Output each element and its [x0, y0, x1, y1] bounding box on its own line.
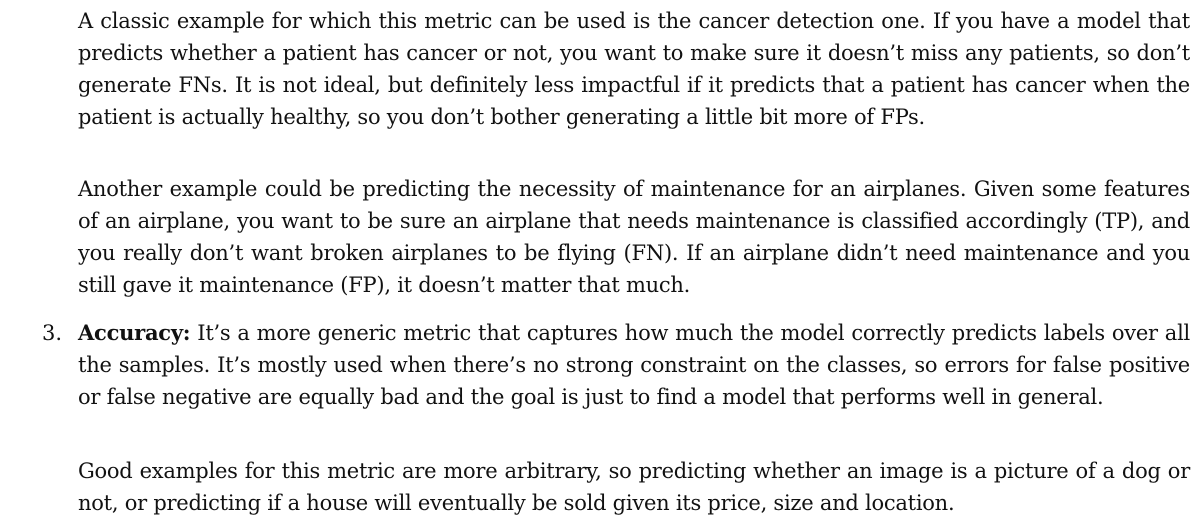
list-item-number: 3. [42, 321, 63, 345]
accuracy-examples-paragraph: Good examples for this metric are more a… [78, 459, 1190, 515]
accuracy-list-item: Accuracy: It’s a more generic metric tha… [78, 317, 1190, 413]
accuracy-description: It’s a more generic metric that captures… [78, 321, 1190, 409]
airplane-maintenance-paragraph: Another example could be predicting the … [78, 177, 1190, 297]
accuracy-term: Accuracy: [78, 320, 191, 345]
cancer-detection-paragraph: A classic example for which this metric … [78, 9, 1190, 129]
